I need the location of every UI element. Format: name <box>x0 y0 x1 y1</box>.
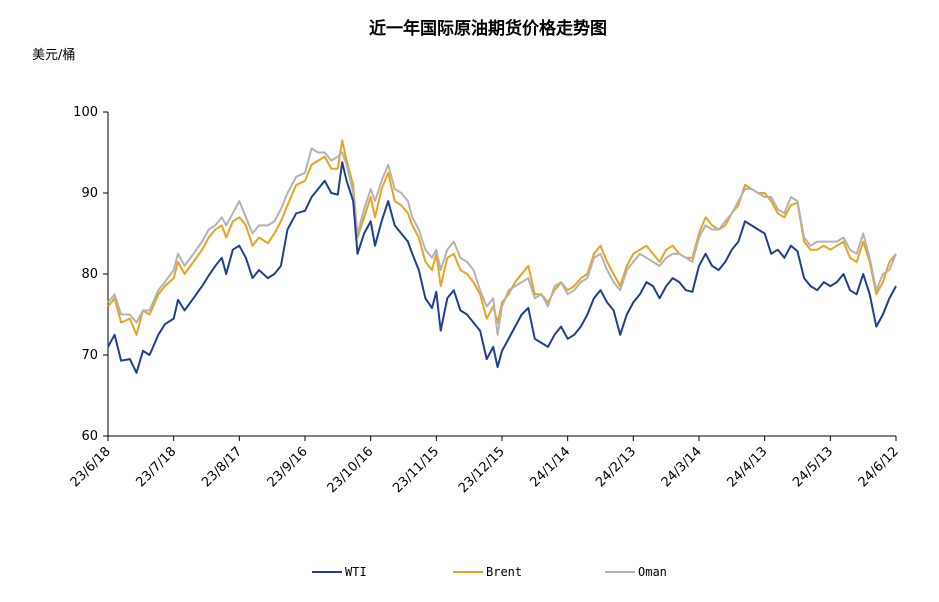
series-lines <box>107 139 897 374</box>
x-tick-label: 23/12/15 <box>456 444 508 496</box>
x-tick-label: 23/10/16 <box>325 444 377 496</box>
legend-label-brent: Brent <box>486 565 522 579</box>
x-tick-label: 23/8/17 <box>199 444 245 490</box>
legend: WTI Brent Oman <box>312 565 667 579</box>
y-tick-label: 60 <box>81 429 98 444</box>
series-line-brent <box>107 139 897 336</box>
y-tick-label: 80 <box>81 267 98 282</box>
x-tick-label: 24/3/14 <box>659 444 705 490</box>
chart-title: 近一年国际原油期货价格走势图 <box>369 18 607 39</box>
x-tick-label: 24/4/13 <box>724 444 770 490</box>
x-tick-label: 23/7/18 <box>133 444 179 490</box>
y-axis-unit-label: 美元/桶 <box>32 48 75 63</box>
x-tick-label: 24/5/13 <box>790 444 836 490</box>
x-tick-label: 24/2/13 <box>593 444 639 490</box>
x-tick-label: 24/1/14 <box>527 444 573 490</box>
x-tick-label: 23/11/15 <box>390 444 442 496</box>
series-line-oman <box>107 147 897 336</box>
x-tick-label: 23/6/18 <box>68 444 114 490</box>
y-tick-label: 70 <box>81 348 98 363</box>
series-line-wti <box>107 161 897 374</box>
legend-label-oman: Oman <box>638 565 667 579</box>
y-tick-label: 90 <box>81 186 98 201</box>
legend-label-wti: WTI <box>345 565 367 579</box>
x-tick-label: 23/9/16 <box>265 444 311 490</box>
x-tick-label: 24/6/12 <box>856 444 902 490</box>
y-tick-label: 100 <box>73 105 98 120</box>
